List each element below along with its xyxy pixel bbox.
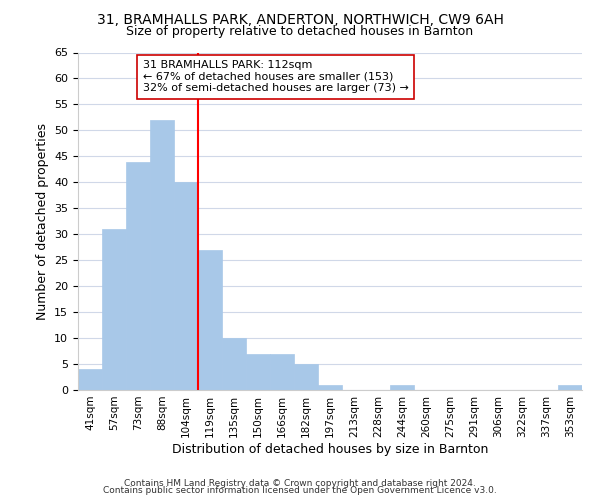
Bar (222, 338, 246, 390)
Bar (294, 364, 318, 390)
Bar (318, 385, 342, 390)
Bar (558, 385, 582, 390)
Bar (174, 182, 198, 390)
Bar (198, 250, 222, 390)
X-axis label: Distribution of detached houses by size in Barnton: Distribution of detached houses by size … (172, 442, 488, 456)
Bar (126, 162, 150, 390)
Text: Contains public sector information licensed under the Open Government Licence v3: Contains public sector information licen… (103, 486, 497, 495)
Bar (102, 229, 126, 390)
Bar (390, 385, 414, 390)
Bar (150, 120, 174, 390)
Text: Size of property relative to detached houses in Barnton: Size of property relative to detached ho… (127, 25, 473, 38)
Text: 31, BRAMHALLS PARK, ANDERTON, NORTHWICH, CW9 6AH: 31, BRAMHALLS PARK, ANDERTON, NORTHWICH,… (97, 12, 503, 26)
Bar (270, 354, 294, 390)
Bar (246, 354, 270, 390)
Y-axis label: Number of detached properties: Number of detached properties (35, 122, 49, 320)
Bar (78, 369, 102, 390)
Text: Contains HM Land Registry data © Crown copyright and database right 2024.: Contains HM Land Registry data © Crown c… (124, 478, 476, 488)
Text: 31 BRAMHALLS PARK: 112sqm
← 67% of detached houses are smaller (153)
32% of semi: 31 BRAMHALLS PARK: 112sqm ← 67% of detac… (143, 60, 409, 94)
